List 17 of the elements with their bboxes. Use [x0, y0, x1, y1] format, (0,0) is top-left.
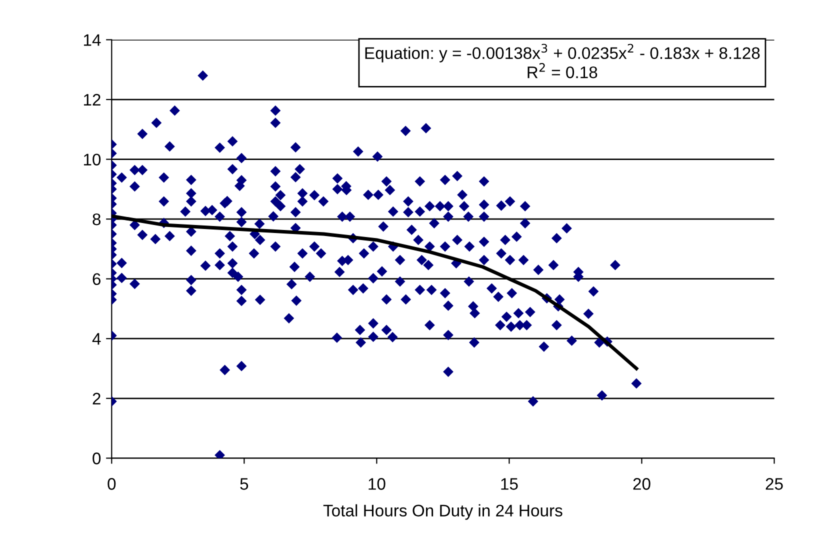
- y-tick-label: 8: [92, 213, 101, 226]
- x-tick-label: 5: [240, 478, 248, 490]
- x-tick-label: 20: [633, 478, 650, 490]
- y-tick-label: 0: [92, 452, 101, 464]
- y-tick-label: 2: [92, 392, 100, 404]
- y-tick-label: 10: [84, 154, 101, 166]
- annotation: R$^{2}$ = 0.18: [528, 63, 598, 78]
- x-tick-label: 0: [108, 478, 116, 490]
- x-tick-label: 10: [368, 478, 386, 490]
- y-tick-label: 6: [92, 273, 101, 286]
- y-tick-label: 4: [92, 333, 101, 345]
- x-tick-label: 25: [766, 478, 783, 490]
- x-axis-title: Total Hours On Duty in 24 Hours: [323, 504, 562, 520]
- annotation: Equation: y = -0.00138x$^{3}$ + 0.0235x$^{2}$ - 0.183x + 8.128: [365, 44, 760, 62]
- x-tick-label: 15: [501, 478, 518, 490]
- y-tick-label: 14: [84, 34, 101, 46]
- y-tick-label: 12: [84, 94, 100, 106]
